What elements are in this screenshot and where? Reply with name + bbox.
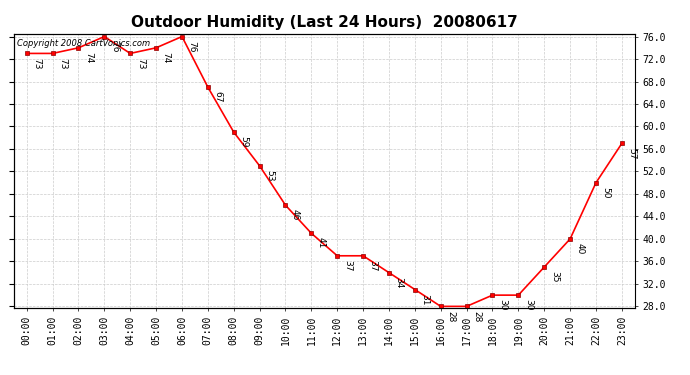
Text: 37: 37: [343, 260, 352, 272]
Title: Outdoor Humidity (Last 24 Hours)  20080617: Outdoor Humidity (Last 24 Hours) 2008061…: [131, 15, 518, 30]
Text: 40: 40: [575, 243, 584, 255]
Text: 41: 41: [317, 237, 326, 249]
Text: 30: 30: [498, 299, 507, 311]
Text: 76: 76: [188, 41, 197, 52]
Text: 30: 30: [524, 299, 533, 311]
Text: 73: 73: [136, 58, 145, 69]
Text: 73: 73: [58, 58, 67, 69]
Text: 57: 57: [627, 147, 636, 159]
Text: 37: 37: [368, 260, 377, 272]
Text: 67: 67: [213, 92, 222, 103]
Text: 53: 53: [265, 170, 274, 182]
Text: 50: 50: [602, 187, 611, 198]
Text: 28: 28: [446, 310, 455, 322]
Text: 74: 74: [84, 52, 93, 63]
Text: 46: 46: [291, 209, 300, 221]
Text: 74: 74: [161, 52, 170, 63]
Text: 34: 34: [395, 277, 404, 288]
Text: 28: 28: [472, 310, 481, 322]
Text: 76: 76: [110, 41, 119, 52]
Text: 35: 35: [550, 271, 559, 283]
Text: 59: 59: [239, 136, 248, 148]
Text: 31: 31: [420, 294, 429, 305]
Text: 73: 73: [32, 58, 41, 69]
Text: Copyright 2008 CartVonics.com: Copyright 2008 CartVonics.com: [17, 39, 150, 48]
